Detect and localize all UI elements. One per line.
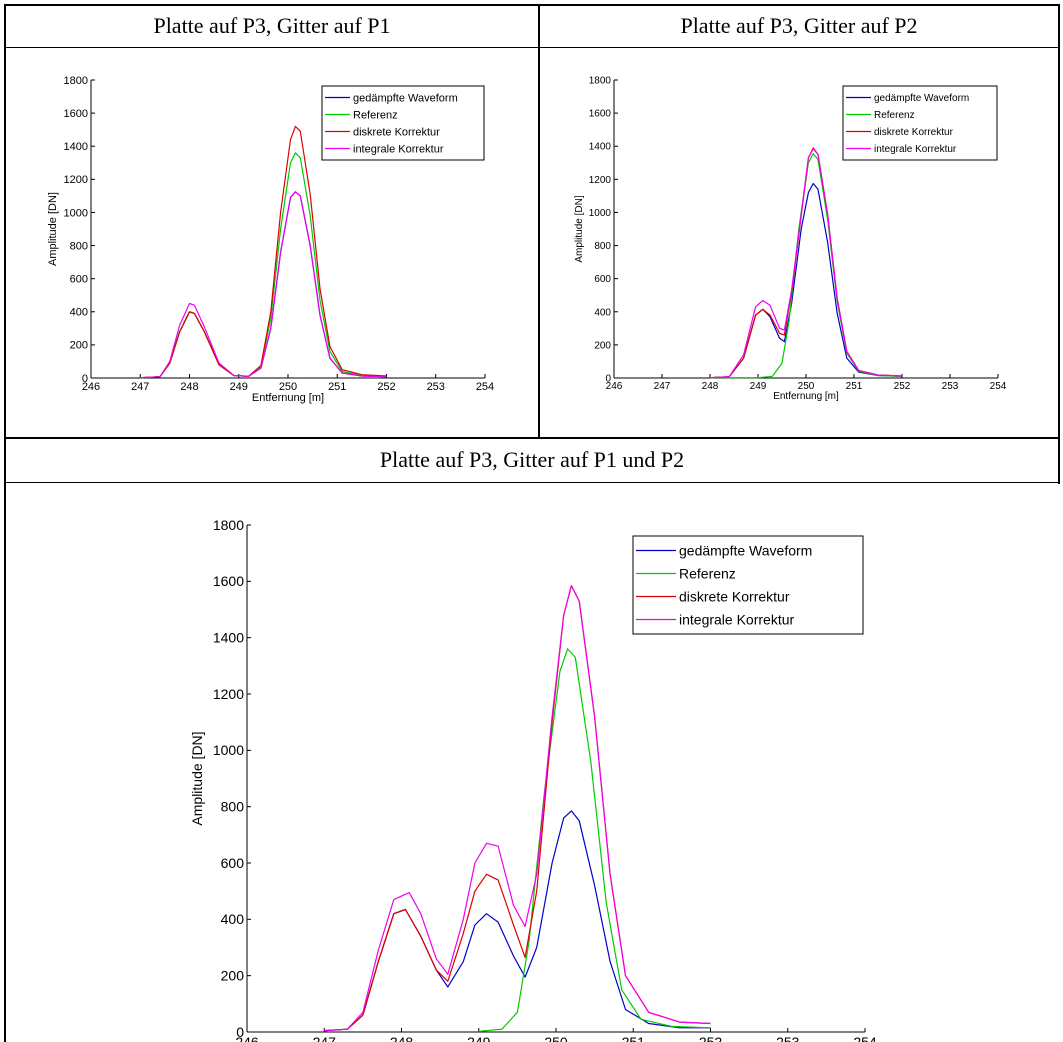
chart2-legend-label-3: integrale Korrektur [679, 611, 795, 627]
chart0-y-tick-label: 1600 [64, 108, 88, 120]
chart2-y-tick-label: 1200 [213, 686, 244, 702]
chart0-x-tick-label: 252 [377, 381, 395, 393]
table-border-right [1058, 4, 1060, 484]
chart1-y-tick-label: 200 [594, 340, 611, 351]
chart1-y-tick-label: 600 [594, 274, 611, 285]
chart0-legend-label-1: Referenz [353, 109, 398, 121]
chart0-x-tick-label: 254 [476, 381, 494, 393]
table-border-row2 [4, 437, 1060, 439]
chart0-x-tick-label: 247 [131, 381, 149, 393]
chart1-legend-label-1: Referenz [874, 110, 915, 121]
chart2-y-axis-label: Amplitude [DN] [189, 731, 205, 825]
chart2-legend-label-0: gedämpfte Waveform [679, 542, 812, 558]
chart0-x-tick-label: 251 [328, 381, 346, 393]
chart2-y-tick-label: 1400 [213, 630, 244, 646]
chart0-y-tick-label: 1000 [64, 207, 88, 219]
chart1-y-tick-label: 0 [605, 374, 611, 385]
chart1-legend-label-0: gedämpfte Waveform [874, 93, 969, 104]
chart2-y-tick-label: 400 [221, 911, 245, 927]
chart0-x-tick-label: 253 [427, 381, 445, 393]
chart0-legend-label-2: diskrete Korrektur [353, 126, 440, 138]
chart0-y-tick-label: 400 [70, 307, 88, 319]
chart0-x-tick-label: 246 [82, 381, 100, 393]
chart0-y-tick-label: 800 [70, 240, 88, 252]
chart0-series-line-2 [140, 125, 387, 379]
chart1-x-tick-label: 248 [702, 381, 719, 392]
chart1-y-tick-label: 1000 [589, 208, 612, 219]
chart1-y-tick-label: 1600 [589, 109, 612, 120]
table-border-row3 [4, 482, 1060, 483]
chart2-legend-label-2: diskrete Korrektur [679, 588, 790, 604]
chart0-y-tick-label: 0 [82, 373, 88, 385]
chart1-x-tick-label: 253 [942, 381, 959, 392]
table-border-middle [538, 4, 540, 438]
chart2-x-tick-label: 247 [313, 1034, 337, 1042]
chart0-legend-box [321, 85, 485, 161]
chart2-x-tick-label: 253 [776, 1034, 800, 1042]
chart1-x-tick-label: 252 [894, 381, 911, 392]
chart0-y-tick-label: 1200 [64, 174, 88, 186]
chart0-series-line-3 [140, 191, 387, 379]
chart2-legend-label-1: Referenz [679, 565, 736, 581]
chart2-x-tick-label: 254 [853, 1034, 877, 1042]
chart2-y-tick-label: 1800 [213, 517, 244, 533]
chart2-y-tick-label: 1600 [213, 573, 244, 589]
chart0-y-tick-label: 1400 [64, 141, 88, 153]
chart2-series-line-3 [324, 585, 711, 1032]
chart0-y-tick-label: 600 [70, 274, 88, 286]
table-border-top [4, 4, 1060, 6]
chart1-x-tick-label: 247 [654, 381, 671, 392]
top-right-title: Platte auf P3, Gitter auf P2 [680, 13, 918, 38]
table-border-left [4, 4, 6, 1042]
chart1-legend-label-2: diskrete Korrektur [874, 127, 954, 138]
chart1-y-tick-label: 1800 [589, 76, 612, 87]
chart1-x-tick-label: 249 [750, 381, 767, 392]
chart0-legend-label-3: integrale Korrektur [353, 143, 444, 155]
chart2-x-tick-label: 251 [622, 1034, 646, 1042]
chart2-x-tick-label: 249 [467, 1034, 491, 1042]
chart2-x-tick-label: 246 [235, 1034, 259, 1042]
chart1-legend-box [842, 85, 998, 161]
chart2-y-tick-label: 800 [221, 799, 245, 815]
chart0-y-tick-label: 1800 [64, 75, 88, 87]
chart2-series-line-1 [478, 648, 711, 1032]
top-left-title: Platte auf P3, Gitter auf P1 [153, 13, 391, 38]
chart0-y-axis-label: Amplitude [DN] [47, 192, 59, 266]
chart2-x-tick-label: 252 [699, 1034, 723, 1042]
chart2-y-tick-label: 0 [236, 1024, 244, 1040]
chart1-x-tick-label: 254 [990, 381, 1007, 392]
chart2-legend-box [632, 535, 864, 635]
chart1-series-line-1 [710, 153, 903, 379]
chart1-x-axis-label: Entfernung [m] [773, 391, 839, 402]
chart0-legend-label-0: gedämpfte Waveform [353, 92, 458, 104]
chart1-y-tick-label: 1200 [589, 175, 612, 186]
chart2-x-tick-label: 248 [390, 1034, 414, 1042]
chart1-series-line-3 [709, 148, 903, 379]
chart2-y-tick-label: 600 [221, 855, 245, 871]
chart0-x-axis-label: Entfernung [m] [252, 392, 324, 404]
chart1-x-tick-label: 246 [606, 381, 623, 392]
chart1-y-axis-label: Amplitude [DN] [574, 195, 585, 262]
chart2-series-line-0 [324, 810, 711, 1032]
chart1-series-line-0 [709, 182, 903, 379]
chart1-y-tick-label: 1400 [589, 142, 612, 153]
bottom-title: Platte auf P3, Gitter auf P1 und P2 [379, 447, 685, 472]
chart0-x-tick-label: 250 [279, 381, 297, 393]
chart0-x-tick-label: 249 [230, 381, 248, 393]
chart2-x-tick-label: 250 [544, 1034, 568, 1042]
chart1-x-tick-label: 250 [798, 381, 815, 392]
chart1-y-tick-label: 400 [594, 307, 611, 318]
chart0-series-line-1 [140, 152, 387, 379]
chart0-y-tick-label: 200 [70, 340, 88, 352]
chart1-y-tick-label: 800 [594, 241, 611, 252]
table-border-row1 [4, 47, 1060, 48]
chart2-y-tick-label: 200 [221, 968, 245, 984]
chart1-x-tick-label: 251 [846, 381, 863, 392]
chart2-y-tick-label: 1000 [213, 742, 244, 758]
chart1-legend-label-3: integrale Korrektur [874, 144, 957, 155]
chart0-x-tick-label: 248 [180, 381, 198, 393]
